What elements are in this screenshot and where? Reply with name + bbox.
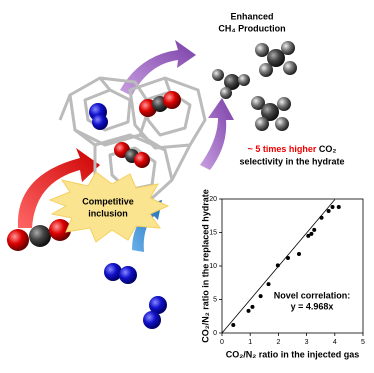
- y-tick-label: 10: [209, 263, 217, 270]
- n2-atom: [92, 114, 108, 130]
- purple-arrow: [120, 40, 196, 96]
- data-point: [319, 215, 324, 220]
- data-point: [246, 308, 251, 313]
- data-point: [250, 304, 255, 309]
- n2-molecule: [143, 296, 167, 329]
- x-tick-label: 2: [276, 339, 280, 346]
- n2-molecule: [104, 263, 137, 284]
- product-label: Enhanced: [230, 11, 273, 21]
- data-point: [312, 227, 317, 232]
- selectivity-label: selectivity in the hydrate: [239, 156, 344, 166]
- selectivity-highlight: ~ 5 times higher: [248, 144, 317, 154]
- selectivity-gas: CO₂: [319, 144, 337, 154]
- data-point: [309, 231, 314, 236]
- data-point: [285, 255, 290, 260]
- purple-arrow: [200, 98, 234, 170]
- ch4-molecule: [255, 41, 297, 77]
- x-tick-label: 0: [220, 339, 224, 346]
- annotation: Novel correlation:: [274, 290, 351, 300]
- data-point: [231, 322, 236, 327]
- data-point: [330, 205, 335, 210]
- y-tick-label: 5: [213, 296, 217, 303]
- annotation: y = 4.968x: [291, 301, 334, 311]
- x-tick-label: 1: [248, 339, 252, 346]
- y-tick-label: 15: [209, 229, 217, 236]
- ch4-molecule: [212, 69, 250, 99]
- x-axis-label: CO₂/N₂ ratio in the injected gas: [226, 349, 360, 359]
- data-point: [275, 263, 280, 268]
- o-atom: [134, 152, 150, 168]
- y-tick-label: 20: [209, 196, 217, 203]
- data-point: [258, 294, 263, 299]
- product-label: CH₄ Production: [218, 23, 285, 33]
- selectivity-label: ~ 5 times higher CO₂: [248, 144, 337, 154]
- plot-frame: [221, 198, 364, 334]
- ch4-molecule: [251, 96, 291, 131]
- data-point: [306, 233, 311, 238]
- co2-molecule: [7, 219, 71, 251]
- data-point: [336, 205, 341, 210]
- inclusion-label: Competitive: [82, 196, 134, 206]
- x-tick-label: 3: [305, 339, 309, 346]
- y-axis-label: CO₂/N₂ ratio in the replaced hydrate: [200, 189, 210, 343]
- x-tick-label: 4: [333, 339, 337, 346]
- data-point: [326, 209, 331, 214]
- y-tick-label: 0: [213, 330, 217, 337]
- x-tick-label: 5: [361, 339, 365, 346]
- red-arrow: [17, 148, 101, 228]
- data-point: [266, 282, 271, 287]
- o-atom: [163, 91, 181, 109]
- inclusion-burst: [48, 171, 170, 243]
- inclusion-label: inclusion: [88, 208, 128, 218]
- data-point: [296, 251, 301, 256]
